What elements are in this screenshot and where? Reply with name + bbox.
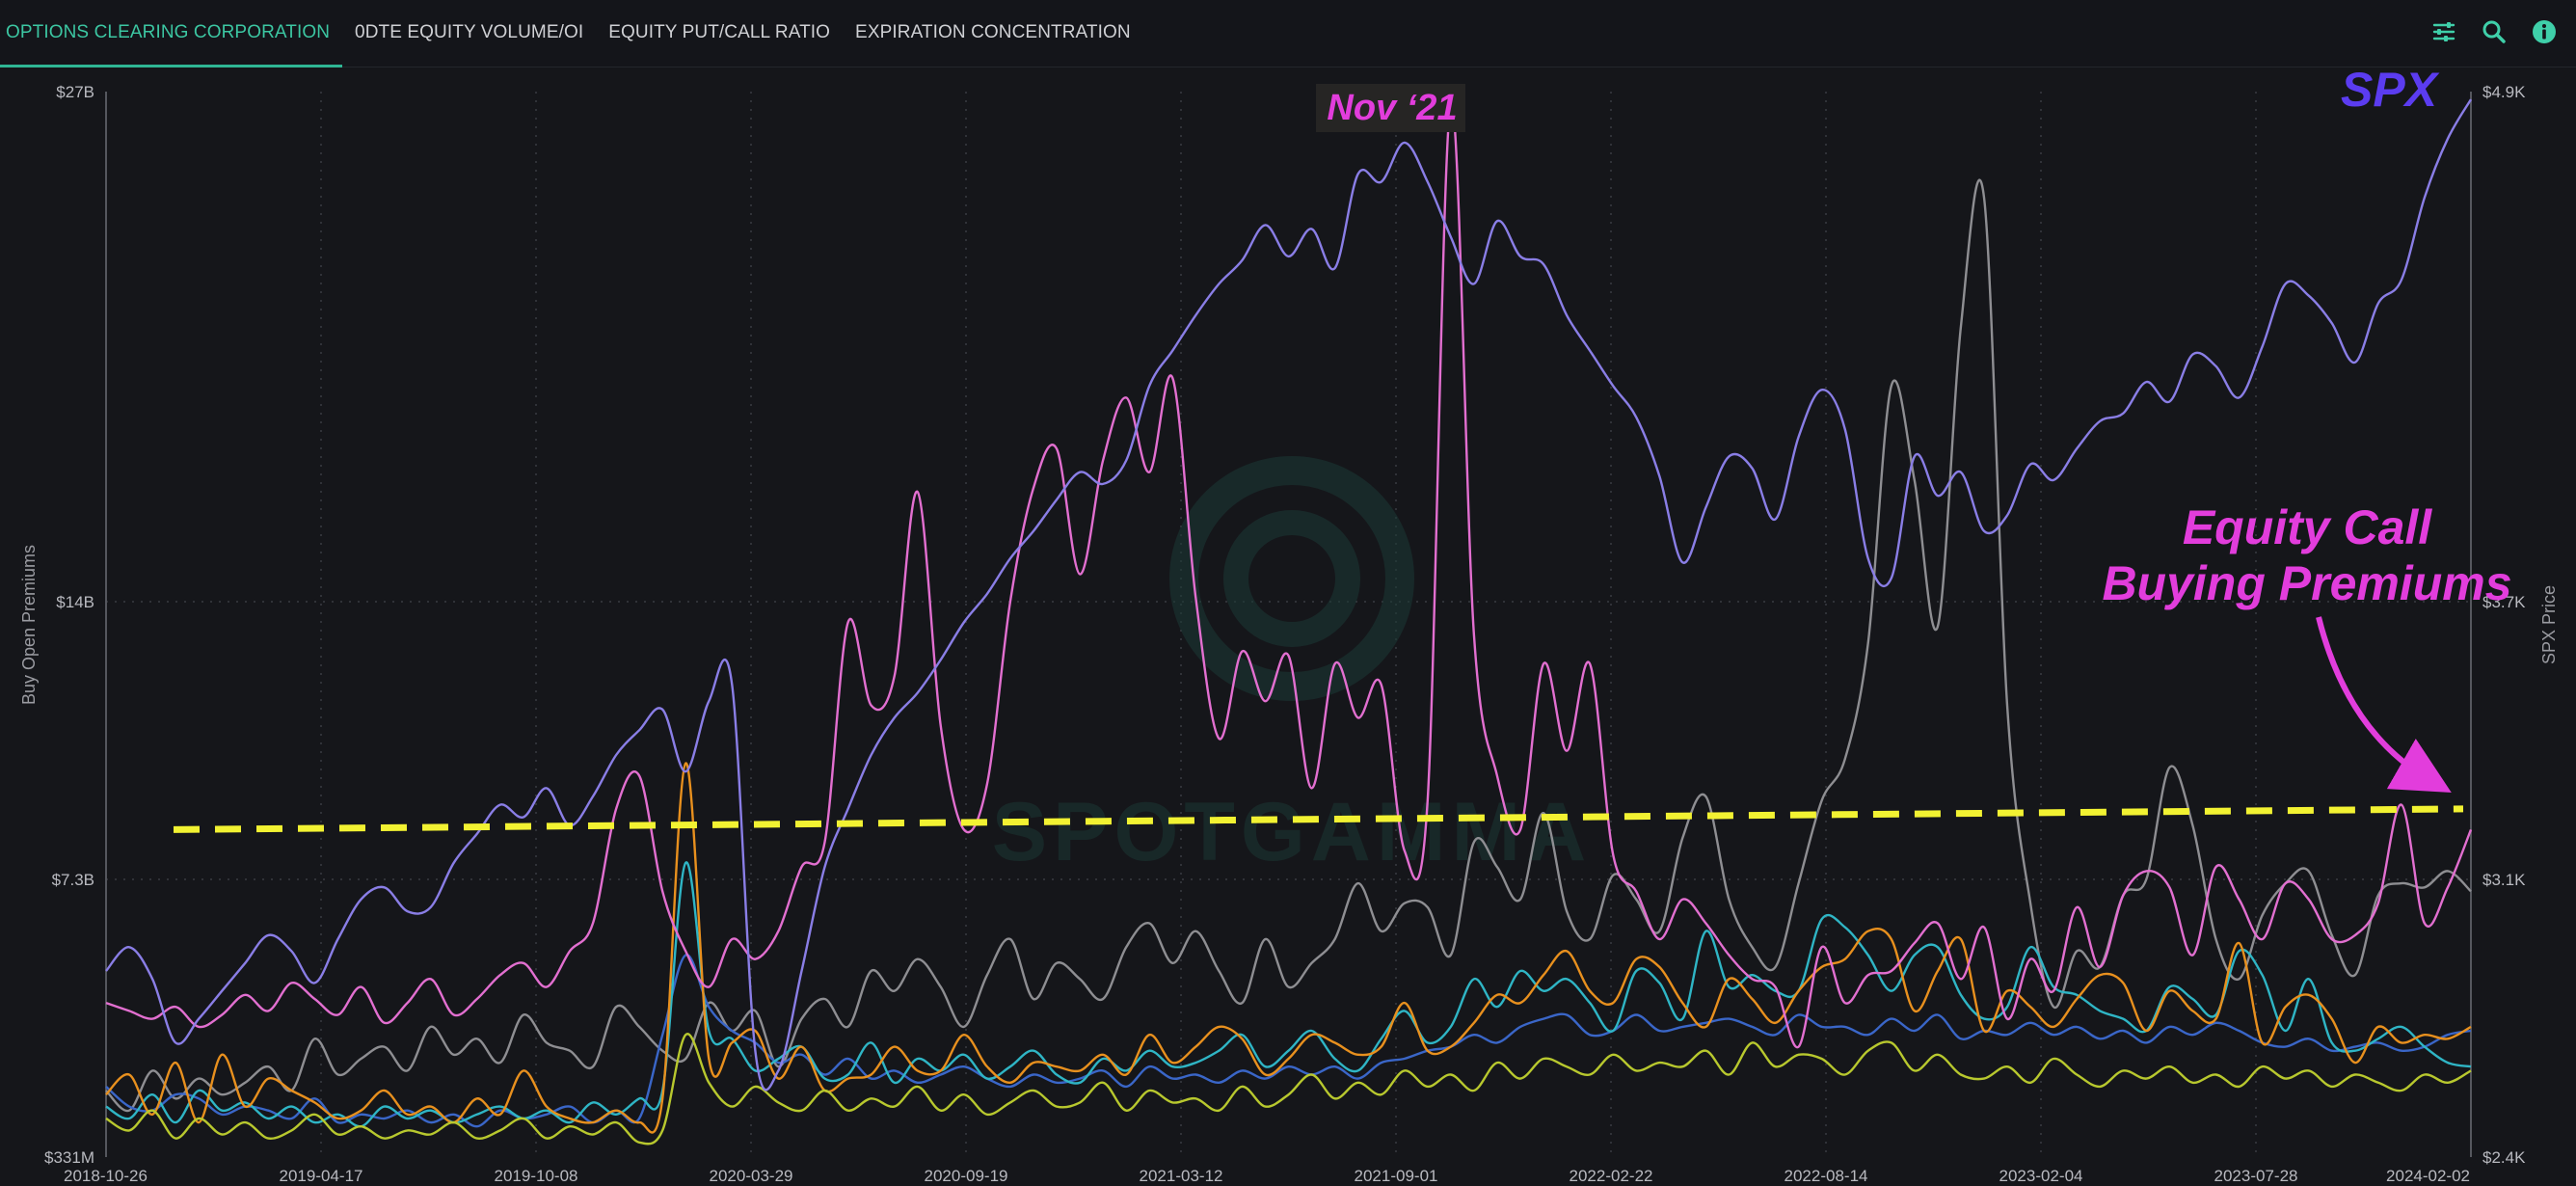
annotation-arrow	[2316, 616, 2452, 793]
y2-tick-label: $3.1K	[2482, 871, 2526, 889]
call-premiums-annotation-line1: Equity Call	[2183, 500, 2432, 554]
series-line-orange	[105, 762, 2472, 1134]
axes: 2018-10-26 2019-04-17 2019-10-08 2020-03-29…	[19, 83, 2559, 1185]
y-axis-label: Buy Open Premiums	[19, 545, 39, 705]
x-tick-label: 2022-08-14	[1784, 1167, 1868, 1185]
tab-options-clearing-corporation[interactable]: OPTIONS CLEARING CORPORATION	[0, 0, 343, 67]
call-premiums-annotation-line2: Buying Premiums	[2102, 556, 2511, 610]
tab-equity-put-call-ratio[interactable]: EQUITY PUT/CALL RATIO	[608, 22, 831, 42]
filter-sliders-icon[interactable]	[2429, 17, 2458, 46]
x-tick-label: 2020-09-19	[925, 1167, 1008, 1185]
x-tick-label: 2024-02-02	[2386, 1167, 2470, 1185]
x-tick-label: 2021-03-12	[1140, 1167, 1223, 1185]
annotations: Nov ‘21 SPX Equity Call Buying Premiums	[1316, 67, 2512, 793]
x-tick-label: 2023-07-28	[2214, 1167, 2298, 1185]
series-line-gray	[105, 178, 2472, 1113]
series-line-blue	[105, 954, 2472, 1128]
tab-strip: OPTIONS CLEARING CORPORATION 0DTE EQUITY…	[0, 0, 1143, 67]
y2-tick-label: $4.9K	[2482, 83, 2526, 101]
x-tick-label: 2021-09-01	[1355, 1167, 1438, 1185]
x-tick-label: 2022-02-22	[1570, 1167, 1653, 1185]
tab-0dte-equity-volume-oi[interactable]: 0DTE EQUITY VOLUME/OI	[355, 22, 584, 42]
series-line-spx	[105, 98, 2473, 1092]
tab-expiration-concentration[interactable]: EXPIRATION CONCENTRATION	[855, 22, 1131, 42]
y-tick-label: $14B	[56, 593, 94, 611]
y2-axis-label: SPX Price	[2539, 585, 2559, 664]
threshold-dashed-line	[173, 805, 2464, 833]
y2-tick-label: $3.7K	[2482, 593, 2526, 611]
watermark-text: SPOTGAMMA	[992, 786, 1593, 878]
series-line-cyan	[105, 861, 2472, 1128]
x-tick-label: 2023-02-04	[1999, 1167, 2083, 1185]
spx-annotation: SPX	[2341, 67, 2440, 117]
nov-21-label-bg	[1316, 84, 1465, 132]
x-tick-label: 2020-03-29	[710, 1167, 793, 1185]
toolbar	[2429, 17, 2559, 46]
x-tick-label: 2018-10-26	[64, 1167, 148, 1185]
x-tick-label: 2019-04-17	[280, 1167, 363, 1185]
y-tick-label: $7.3B	[52, 871, 94, 889]
series-line-call_premiums	[105, 100, 2473, 1049]
x-tick-label: 2019-10-08	[495, 1167, 578, 1185]
series-lines	[105, 98, 2473, 1146]
series-line-yellow-green	[105, 1033, 2472, 1146]
top-navigation-bar: OPTIONS CLEARING CORPORATION 0DTE EQUITY…	[0, 0, 2576, 67]
y-tick-label: $331M	[44, 1148, 94, 1167]
y2-tick-label: $2.4K	[2482, 1148, 2526, 1167]
info-icon[interactable]	[2530, 17, 2559, 46]
buy-open-premiums-chart: SPOTGAMMA 2018-10-26 2019-04-17 2019-10-08…	[19, 67, 2559, 1185]
spotgamma-watermark: SPOTGAMMA	[992, 456, 1593, 878]
y-tick-label: $27B	[56, 83, 94, 101]
grid-lines	[106, 92, 2471, 1157]
nov-21-annotation: Nov ‘21	[1327, 88, 1457, 128]
search-icon[interactable]	[2480, 17, 2509, 46]
